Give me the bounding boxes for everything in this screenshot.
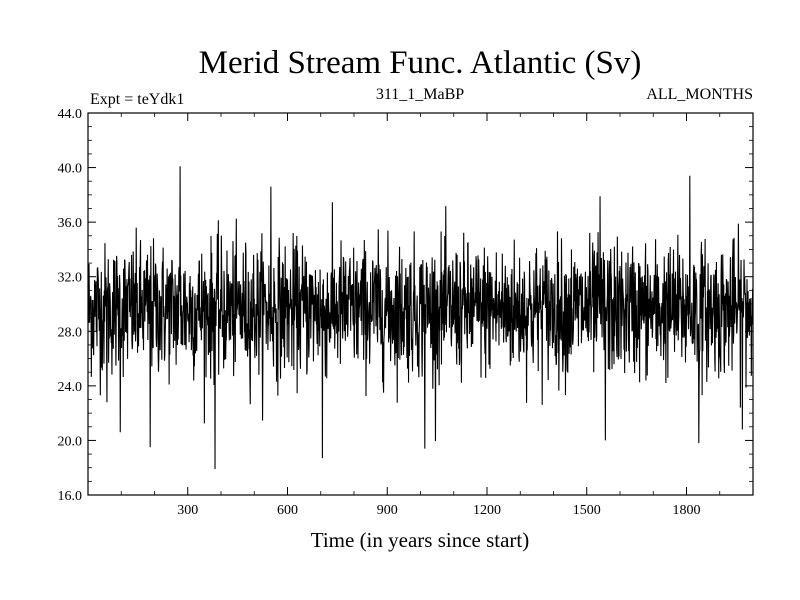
x-tick-label: 1500 [573, 503, 601, 518]
x-tick-label: 300 [177, 503, 198, 518]
x-tick-label: 1800 [673, 503, 701, 518]
chart-title: Merid Stream Func. Atlantic (Sv) [199, 45, 642, 81]
x-axis-label: Time (in years since start) [311, 528, 530, 552]
y-tick-label: 16.0 [58, 489, 83, 504]
y-tick-label: 28.0 [58, 325, 83, 340]
y-tick-label: 32.0 [58, 271, 83, 286]
x-axis: 300 600 900 1200 1500 1800 [120, 113, 721, 518]
y-tick-label: 44.0 [58, 107, 83, 122]
series-line [87, 166, 754, 470]
y-tick-label: 20.0 [58, 434, 83, 449]
x-tick-label: 1200 [473, 503, 501, 518]
experiment-label: Expt = teYdk1 [90, 91, 184, 108]
y-axis: 16.0 20.0 24.0 28.0 32.0 36.0 40.0 44.0 [58, 107, 753, 504]
y-tick-label: 24.0 [58, 380, 83, 395]
x-tick-label: 900 [377, 503, 398, 518]
series-layer [87, 166, 754, 470]
y-tick-label: 40.0 [58, 162, 83, 177]
x-tick-label: 600 [277, 503, 298, 518]
y-tick-label: 36.0 [58, 216, 83, 231]
run-id-label: 311_1_MaBP [376, 86, 464, 103]
months-label: ALL_MONTHS [646, 86, 753, 103]
